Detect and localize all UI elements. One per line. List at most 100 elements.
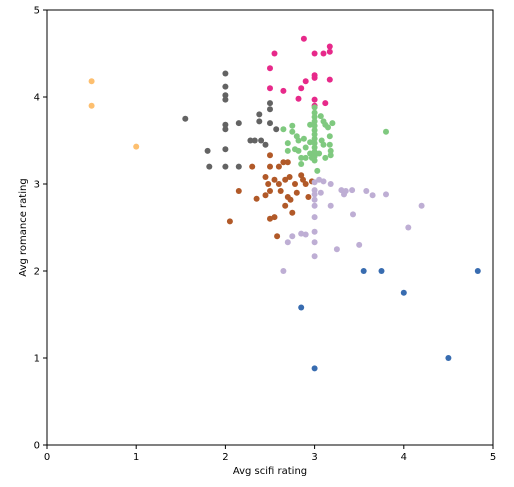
data-point — [267, 215, 273, 222]
data-point — [271, 176, 278, 183]
data-point — [327, 202, 334, 209]
y-tick-label: 1 — [34, 354, 40, 365]
data-point — [222, 92, 229, 99]
data-point — [277, 188, 284, 194]
y-tick-label: 2 — [34, 267, 40, 278]
x-tick-label: 3 — [311, 452, 317, 463]
data-point — [292, 181, 298, 187]
data-point — [327, 152, 334, 159]
y-tick-label: 0 — [34, 441, 40, 452]
data-point — [326, 76, 333, 83]
data-point — [247, 137, 254, 144]
data-point — [311, 253, 318, 260]
data-point — [311, 239, 318, 246]
data-point — [287, 196, 294, 203]
data-point — [311, 187, 318, 194]
x-tick-label: 1 — [133, 452, 139, 463]
data-point — [293, 189, 300, 196]
data-point — [284, 140, 291, 147]
data-point — [311, 148, 318, 155]
data-point — [333, 246, 340, 253]
data-point — [280, 159, 287, 166]
data-point — [311, 96, 318, 103]
data-point — [298, 230, 305, 237]
data-point — [322, 154, 329, 161]
data-point — [182, 115, 189, 122]
data-point — [302, 181, 309, 187]
data-point — [363, 188, 370, 194]
data-point — [222, 121, 229, 128]
data-point — [300, 135, 307, 142]
data-point — [295, 95, 302, 102]
data-point — [298, 304, 305, 311]
data-point — [383, 191, 389, 198]
data-point — [311, 109, 318, 116]
data-point — [267, 120, 273, 127]
data-point — [251, 137, 258, 144]
data-point — [326, 43, 333, 50]
data-point — [298, 154, 305, 161]
data-point — [274, 233, 281, 240]
data-point — [383, 128, 389, 135]
data-point — [311, 104, 318, 111]
data-point — [311, 118, 318, 125]
data-point — [311, 135, 318, 142]
data-point — [311, 214, 318, 221]
data-point — [235, 163, 242, 170]
data-point — [307, 139, 314, 146]
data-point — [88, 102, 95, 109]
data-point — [311, 122, 318, 129]
data-point — [222, 163, 229, 170]
data-point — [253, 195, 260, 202]
data-point — [326, 141, 333, 148]
data-point — [474, 268, 481, 274]
data-point — [317, 189, 324, 196]
y-axis-label: Avg romance rating — [18, 178, 29, 276]
data-point — [284, 239, 291, 246]
data-point — [302, 154, 309, 161]
data-point — [445, 355, 452, 361]
data-point — [316, 150, 323, 157]
data-point — [235, 188, 242, 194]
data-point — [282, 176, 289, 183]
data-point — [302, 78, 309, 85]
data-point — [326, 133, 333, 140]
x-tick-label: 4 — [401, 452, 407, 463]
y-axis-ticks: 0 1 2 3 4 5 — [34, 6, 47, 452]
data-point — [369, 192, 376, 199]
data-point — [289, 233, 296, 240]
data-point — [271, 214, 278, 221]
data-point — [298, 161, 305, 167]
data-point — [280, 268, 287, 274]
data-point — [206, 163, 213, 170]
data-point — [222, 70, 229, 77]
data-point — [311, 74, 318, 81]
data-point — [284, 147, 291, 154]
data-point — [311, 140, 318, 147]
data-point — [289, 209, 296, 216]
data-point — [302, 144, 309, 151]
data-point — [267, 152, 273, 159]
data-point — [311, 157, 318, 164]
data-point — [222, 146, 229, 153]
x-axis-ticks: 0 1 2 3 4 5 — [44, 445, 496, 463]
data-point — [311, 365, 318, 372]
data-point — [314, 167, 321, 174]
data-point — [275, 163, 282, 170]
data-point — [282, 202, 289, 209]
data-point — [311, 228, 318, 235]
data-point — [311, 196, 318, 203]
data-point — [258, 137, 265, 144]
data-point — [267, 65, 273, 72]
data-point — [286, 174, 293, 180]
data-point — [342, 188, 349, 194]
data-point — [378, 268, 385, 274]
data-point — [222, 83, 229, 90]
data-point — [311, 179, 318, 186]
data-point — [311, 127, 318, 134]
data-point — [400, 289, 407, 296]
data-point — [326, 48, 333, 55]
data-point — [204, 147, 211, 154]
data-point — [327, 147, 334, 154]
